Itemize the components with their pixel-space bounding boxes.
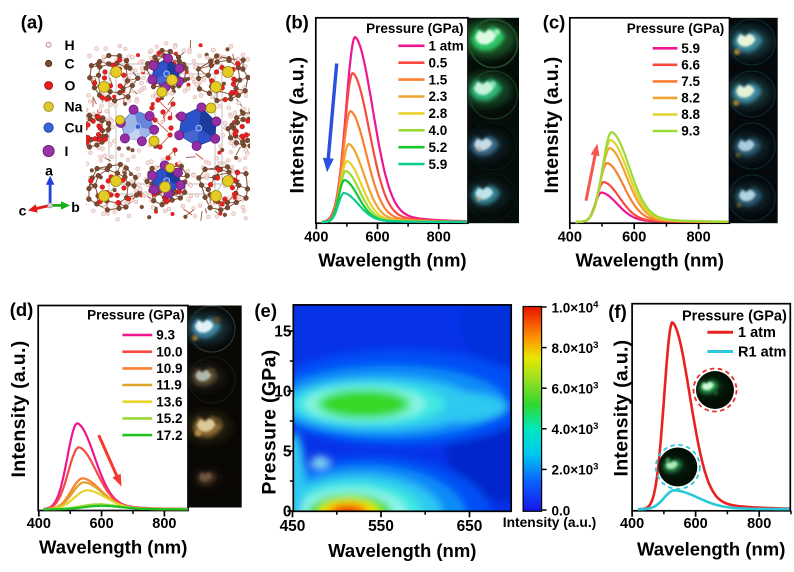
svg-text:Intensity (a.u.): Intensity (a.u.) (541, 57, 563, 194)
svg-text:Wavelength (nm): Wavelength (nm) (328, 540, 476, 561)
svg-text:6.6: 6.6 (681, 58, 700, 73)
svg-text:7.5: 7.5 (681, 74, 700, 89)
svg-text:400: 400 (620, 516, 644, 532)
svg-text:Cu: Cu (65, 120, 84, 136)
svg-text:C: C (65, 56, 75, 72)
svg-text:8.0×103: 8.0×103 (552, 340, 599, 356)
svg-text:(c): (c) (543, 12, 566, 33)
svg-text:600: 600 (683, 516, 707, 532)
svg-text:13.6: 13.6 (156, 394, 183, 409)
svg-text:400: 400 (558, 229, 582, 245)
svg-text:2.3: 2.3 (429, 89, 448, 104)
svg-text:15: 15 (274, 323, 292, 340)
svg-text:Pressure (GPa): Pressure (GPa) (627, 21, 725, 36)
svg-text:17.2: 17.2 (156, 428, 182, 443)
svg-text:2.8: 2.8 (429, 106, 448, 121)
svg-text:1 atm: 1 atm (738, 325, 776, 341)
svg-text:Intensity (a.u.): Intensity (a.u.) (8, 341, 30, 478)
svg-text:1.0×104: 1.0×104 (552, 299, 600, 315)
svg-text:2.0×103: 2.0×103 (552, 462, 599, 478)
svg-text:15.2: 15.2 (156, 411, 182, 426)
svg-text:Pressure (GPa): Pressure (GPa) (259, 349, 281, 494)
svg-text:Pressure (GPa): Pressure (GPa) (682, 309, 787, 325)
svg-text:(f): (f) (608, 301, 626, 322)
svg-text:10.9: 10.9 (156, 361, 182, 376)
svg-text:600: 600 (365, 229, 389, 245)
svg-text:400: 400 (27, 516, 51, 532)
svg-text:450: 450 (280, 518, 306, 535)
svg-text:400: 400 (304, 229, 328, 245)
svg-text:1.5: 1.5 (429, 72, 448, 87)
svg-text:(d): (d) (10, 299, 34, 320)
svg-text:550: 550 (368, 518, 394, 535)
svg-text:800: 800 (747, 516, 771, 532)
svg-text:(e): (e) (254, 300, 277, 321)
svg-text:11.9: 11.9 (156, 378, 182, 393)
svg-text:10: 10 (274, 383, 291, 400)
svg-text:O: O (65, 78, 76, 94)
svg-text:a: a (45, 163, 53, 179)
svg-text:Intensity (a.u.): Intensity (a.u.) (287, 57, 309, 194)
svg-text:0.5: 0.5 (429, 55, 448, 70)
svg-text:650: 650 (457, 518, 483, 535)
svg-text:800: 800 (686, 229, 710, 245)
svg-text:c: c (19, 203, 27, 219)
svg-text:R1 atm: R1 atm (738, 344, 786, 360)
svg-text:600: 600 (622, 229, 646, 245)
svg-text:9.3: 9.3 (156, 328, 175, 343)
svg-text:Wavelength (nm): Wavelength (nm) (318, 249, 466, 270)
svg-text:9.3: 9.3 (681, 124, 700, 139)
svg-text:Na: Na (65, 99, 83, 115)
svg-text:Wavelength (nm): Wavelength (nm) (39, 537, 187, 558)
svg-text:8.8: 8.8 (681, 107, 700, 122)
svg-text:4.0: 4.0 (429, 123, 448, 138)
svg-text:Pressure (GPa): Pressure (GPa) (366, 21, 464, 36)
svg-text:10.0: 10.0 (156, 344, 182, 359)
svg-text:(b): (b) (285, 12, 309, 33)
svg-text:600: 600 (89, 516, 113, 532)
svg-text:Wavelength (nm): Wavelength (nm) (637, 539, 785, 560)
svg-text:800: 800 (152, 516, 176, 532)
svg-text:5.9: 5.9 (681, 41, 700, 56)
svg-text:0: 0 (283, 503, 292, 520)
svg-text:8.2: 8.2 (681, 91, 700, 106)
svg-text:H: H (65, 37, 75, 53)
svg-text:4.0×103: 4.0×103 (552, 421, 599, 437)
svg-text:Pressure (GPa): Pressure (GPa) (87, 308, 185, 323)
svg-text:Intensity (a.u.): Intensity (a.u.) (611, 340, 633, 477)
svg-text:6.0×103: 6.0×103 (552, 381, 599, 397)
svg-text:(a): (a) (21, 12, 44, 33)
svg-text:Wavelength (nm): Wavelength (nm) (576, 249, 724, 270)
svg-text:5.2: 5.2 (429, 140, 448, 155)
svg-text:5: 5 (283, 443, 292, 460)
svg-text:800: 800 (427, 229, 451, 245)
svg-text:1 atm: 1 atm (429, 39, 464, 54)
svg-text:5.9: 5.9 (429, 157, 448, 172)
svg-text:b: b (71, 199, 80, 215)
svg-text:I: I (65, 143, 69, 159)
svg-text:Intensity (a.u.): Intensity (a.u.) (503, 515, 597, 530)
